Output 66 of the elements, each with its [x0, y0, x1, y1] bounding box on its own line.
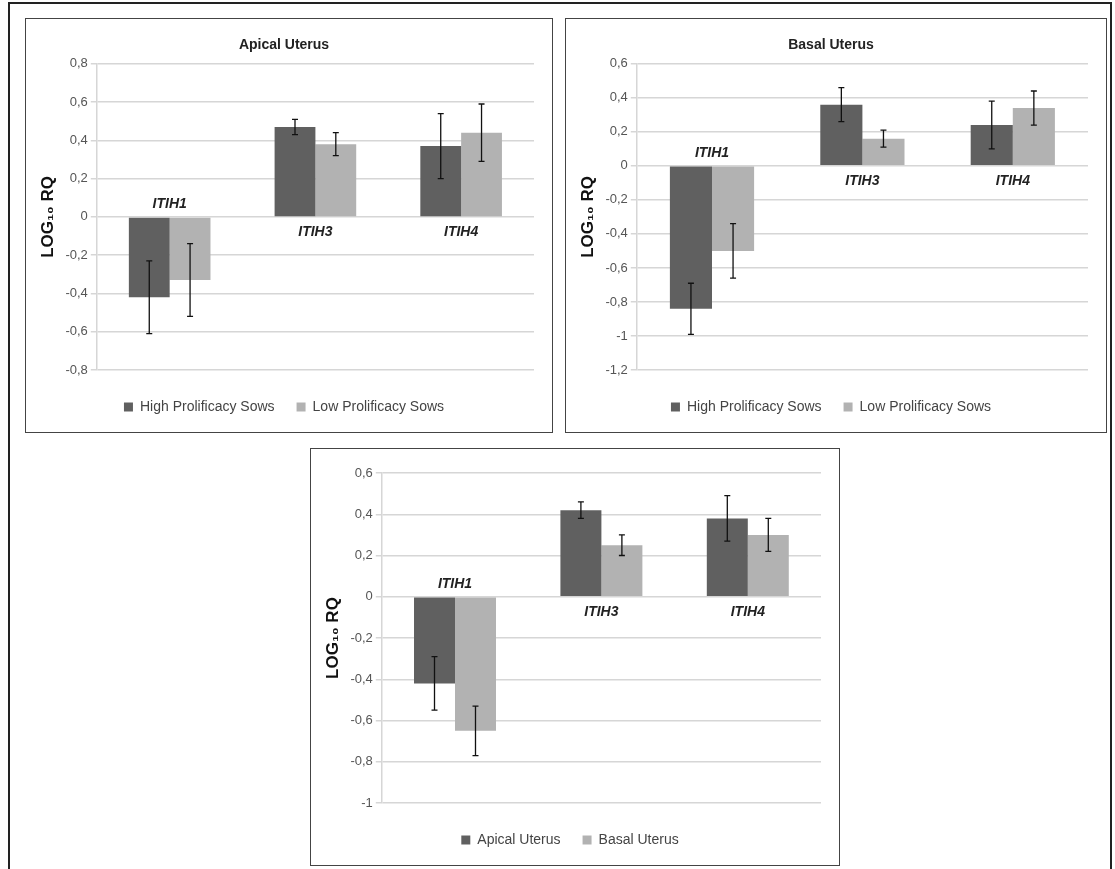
- y-tick-label: 0,6: [354, 464, 373, 480]
- bar: [706, 518, 748, 596]
- y-tick-label: 0,8: [69, 55, 88, 71]
- bar: [601, 545, 643, 596]
- bar: [169, 217, 211, 281]
- y-tick-label: 0,6: [609, 55, 628, 71]
- y-axis-title: LOG₁₀ RQ: [322, 597, 342, 679]
- bar: [747, 534, 789, 596]
- legend-label: Low Prolificacy Sows: [859, 397, 992, 414]
- legend-label: High Prolificacy Sows: [139, 397, 275, 414]
- bar: [970, 125, 1013, 166]
- x-tick-label: ITIH3: [584, 602, 619, 619]
- y-tick-label: 0,2: [69, 170, 88, 186]
- y-tick-label: -1: [361, 794, 373, 810]
- y-tick-label: 0,2: [609, 123, 628, 139]
- x-tick-label: ITIH4: [995, 171, 1031, 188]
- bar: [560, 510, 602, 596]
- bar: [461, 132, 502, 217]
- bar: [712, 166, 755, 251]
- bar: [1012, 108, 1055, 166]
- y-tick-label: 0,6: [69, 93, 88, 109]
- legend-label: High Prolificacy Sows: [686, 397, 822, 414]
- y-tick-label: -0,4: [350, 670, 373, 686]
- x-tick-label: ITIH1: [694, 143, 730, 160]
- y-tick-label: 0,4: [609, 89, 628, 105]
- legend-label: Apical Uterus: [477, 830, 561, 847]
- y-tick-label: 0,4: [69, 131, 88, 147]
- bar: [455, 597, 496, 731]
- x-tick-label: ITIH3: [845, 171, 880, 188]
- x-tick-label: ITIH4: [444, 222, 479, 239]
- legend-label: Basal Uterus: [598, 830, 679, 847]
- y-tick-label: -0,6: [605, 259, 628, 275]
- x-tick-label: ITIH1: [152, 194, 187, 211]
- bar: [128, 217, 170, 298]
- bar: [669, 166, 712, 309]
- y-tick-label: -0,2: [605, 191, 628, 207]
- y-tick-label: -1: [616, 327, 628, 343]
- chart-title: Basal Uterus: [788, 36, 875, 53]
- y-tick-label: -0,6: [350, 712, 373, 728]
- y-axis-title: LOG₁₀ RQ: [577, 176, 597, 258]
- y-tick-label: -0,8: [65, 361, 88, 377]
- bar: [820, 104, 863, 166]
- y-tick-label: -0,8: [605, 293, 628, 309]
- x-tick-label: ITIH1: [437, 574, 473, 591]
- y-tick-label: -0,2: [65, 246, 88, 262]
- y-tick-label: -0,2: [350, 629, 373, 645]
- x-tick-label: ITIH3: [298, 222, 333, 239]
- bar: [315, 144, 357, 217]
- legend-label: Low Prolificacy Sows: [312, 397, 445, 414]
- y-tick-label: 0,2: [354, 547, 373, 563]
- y-tick-label: 0: [365, 588, 373, 604]
- bar: [274, 126, 316, 217]
- y-tick-label: 0,4: [354, 505, 373, 521]
- y-axis-title: LOG₁₀ RQ: [37, 176, 57, 258]
- bar: [862, 138, 905, 166]
- chart-title: Apical Uterus: [238, 36, 330, 53]
- y-tick-label: -0,6: [65, 323, 88, 339]
- bar: [420, 146, 462, 217]
- y-tick-label: -0,4: [65, 285, 88, 301]
- y-tick-label: -0,8: [350, 753, 373, 769]
- y-tick-label: 0: [620, 157, 628, 173]
- y-tick-label: 0: [80, 208, 88, 224]
- y-tick-label: -0,4: [605, 225, 628, 241]
- x-tick-label: ITIH4: [730, 602, 766, 619]
- bar: [414, 597, 455, 684]
- y-tick-label: -1,2: [605, 361, 628, 377]
